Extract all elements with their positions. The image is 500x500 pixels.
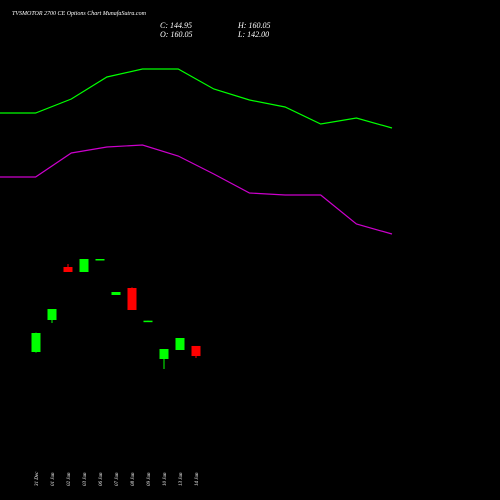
x-tick-label: 31 Dec <box>35 471 40 486</box>
x-tick-label: 07 Jan <box>115 472 120 486</box>
x-tick-label: 02 Jan <box>67 472 72 486</box>
x-tick-label: 06 Jan <box>99 472 104 486</box>
x-tick-label: 03 Jan <box>83 472 88 486</box>
open-label: O: 160.05 <box>160 30 192 39</box>
candle-body <box>191 345 201 357</box>
x-tick-label: 14 Jan <box>195 472 200 486</box>
x-tick-label: 08 Jan <box>131 472 136 486</box>
candle-body <box>31 333 41 352</box>
candle-body <box>79 259 89 272</box>
x-tick-label: 10 Jan <box>163 472 168 486</box>
indicator-line <box>0 68 393 129</box>
candle-body <box>143 320 153 323</box>
candle-body <box>175 338 185 350</box>
x-tick-label: 09 Jan <box>147 472 152 486</box>
low-label: L: 142.00 <box>237 30 269 39</box>
candle-body <box>127 288 137 310</box>
close-label: C: 144.95 <box>160 21 192 30</box>
candle-body <box>159 349 169 359</box>
candle-body <box>111 292 121 295</box>
candle-body <box>47 309 57 320</box>
indicator-line <box>0 144 393 235</box>
chart-title: TVSMOTOR 2700 CE Options Chart MunafaSut… <box>12 10 147 17</box>
x-tick-label: 13 Jan <box>179 472 184 486</box>
candle-body <box>63 267 73 272</box>
x-tick-label: 01 Jan <box>51 472 56 486</box>
candle-body <box>95 259 105 261</box>
high-label: H: 160.05 <box>237 21 270 30</box>
